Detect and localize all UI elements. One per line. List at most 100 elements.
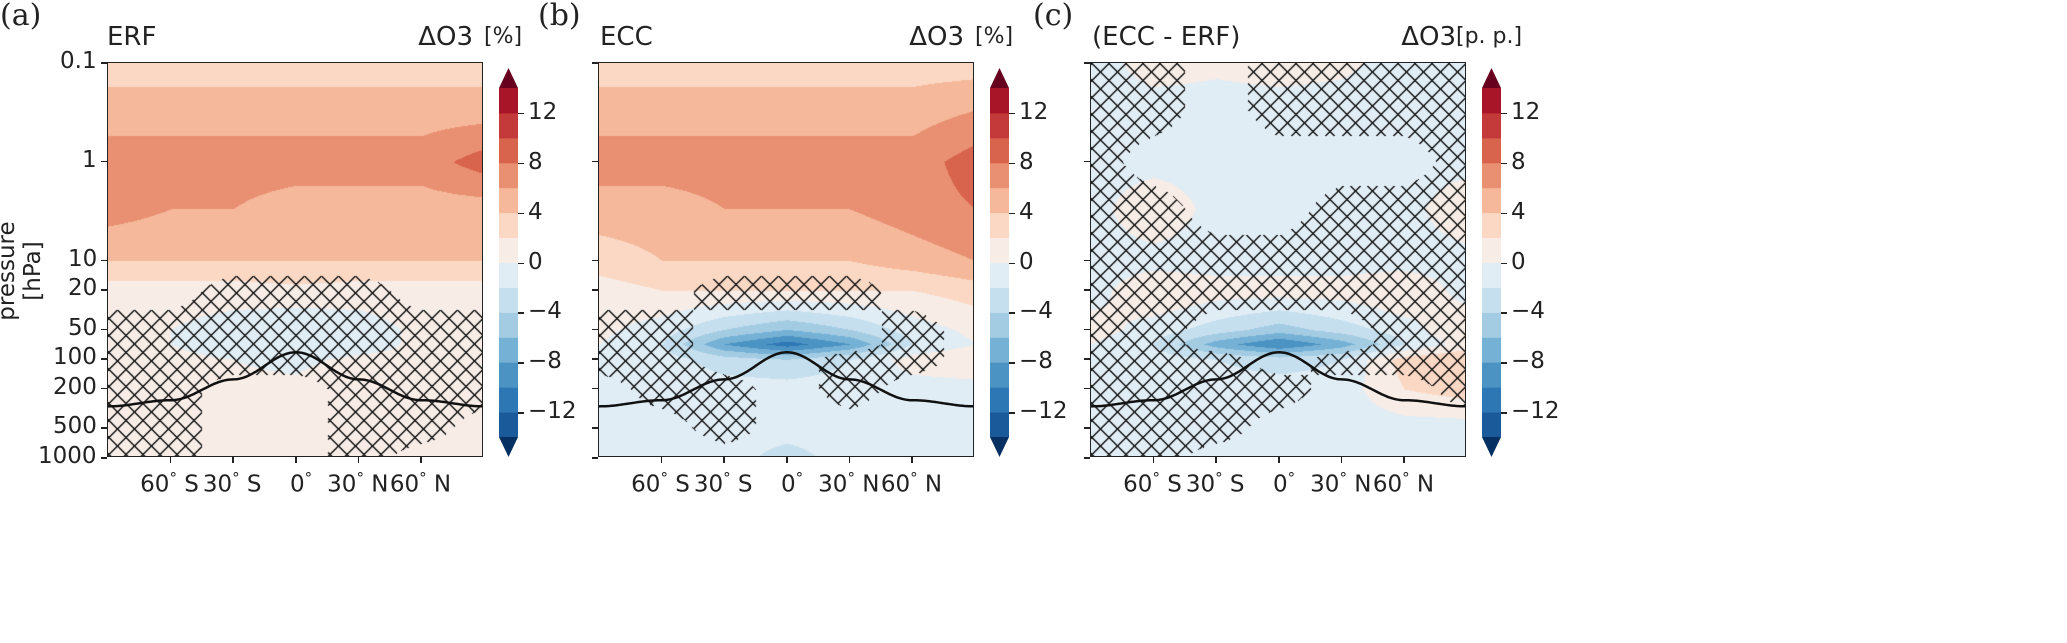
y-tick-mark (101, 457, 107, 459)
y-tick-mark (1084, 160, 1090, 163)
colorbar-tick-label: 12 (528, 98, 558, 125)
colorbar-band (499, 112, 518, 139)
x-tick-label: 30° N (327, 469, 389, 498)
colorbar-band (1482, 362, 1501, 388)
colorbar-tick-mark (518, 362, 524, 364)
x-tick-label: 60° N (389, 469, 452, 498)
y-tick-mark (1084, 387, 1090, 390)
plot-area (598, 62, 974, 457)
colorbar (990, 68, 1009, 457)
colorbar-band (499, 88, 518, 114)
colorbar-tick-label: 0 (1511, 248, 1526, 275)
x-tick-mark (1340, 457, 1343, 463)
colorbar-tick-mark (1501, 112, 1507, 115)
colorbar-unit: [%] (975, 24, 1014, 49)
x-tick-label: 60° N (1372, 469, 1435, 498)
colorbar-tick-label: −4 (1019, 298, 1053, 325)
y-tick-mark (101, 62, 107, 64)
y-tick-mark (1084, 62, 1090, 64)
y-tick-mark (592, 160, 598, 163)
colorbar (1482, 68, 1501, 457)
y-tick-label: 20 (68, 275, 98, 302)
colorbar-band (499, 237, 518, 263)
colorbar-unit: [%] (484, 24, 523, 49)
colorbar-tick-mark (1501, 312, 1507, 314)
colorbar-band (1482, 112, 1501, 139)
y-tick-mark (101, 259, 107, 261)
colorbar-tick-label: 12 (1511, 98, 1541, 125)
panel-label: (c) (1033, 0, 1074, 33)
y-tick-mark (101, 387, 107, 390)
y-tick-mark (101, 427, 107, 429)
colorbar-band (1482, 312, 1501, 338)
colorbar-band (499, 287, 518, 313)
colorbar-tick-label: −4 (528, 298, 562, 325)
colorbar-tick-mark (1501, 412, 1507, 414)
colorbar-tick-label: 8 (1019, 148, 1034, 175)
colorbar-band (990, 287, 1009, 313)
x-tick-mark (1215, 457, 1217, 463)
y-tick-mark (592, 62, 598, 64)
y-tick-label: 0.1 (60, 48, 97, 74)
x-tick-mark (232, 457, 234, 463)
x-tick-mark (169, 457, 172, 463)
y-tick-label: 100 (53, 344, 97, 371)
colorbar-tick-mark (1009, 312, 1015, 314)
tropopause-layer (108, 351, 482, 408)
colorbar-tick-label: −12 (528, 398, 577, 425)
colorbar-under-arrow (1482, 437, 1501, 457)
contour-field (108, 63, 482, 456)
tropopause-line (108, 351, 482, 408)
plot-area (107, 62, 483, 457)
colorbar-tick-mark (1501, 162, 1507, 165)
colorbar-band (1482, 337, 1501, 363)
colorbar-tick-label: 4 (1019, 198, 1034, 225)
colorbar-tick-label: 8 (528, 148, 543, 175)
y-tick-label: 1000 (38, 443, 97, 469)
x-tick-mark (1278, 457, 1280, 463)
colorbar-band (1482, 212, 1501, 239)
x-tick-mark (295, 457, 297, 463)
y-tick-mark (101, 328, 107, 331)
colorbar-band (499, 312, 518, 338)
panel-label: (b) (538, 0, 581, 33)
colorbar-under-arrow (990, 437, 1009, 457)
x-tick-mark (1403, 457, 1405, 463)
panel-label: (a) (0, 0, 42, 33)
colorbar-tick-mark (1501, 212, 1507, 215)
y-tick-mark (592, 289, 598, 291)
colorbar-tick-label: 4 (1511, 198, 1526, 225)
panel-title: ERF (107, 22, 157, 52)
x-tick-label: 60° S (1123, 469, 1182, 498)
colorbar-band (990, 137, 1009, 164)
colorbar-under-arrow (499, 437, 518, 457)
colorbar-band (990, 112, 1009, 139)
colorbar-band (1482, 412, 1501, 438)
y-tick-mark (1084, 427, 1090, 429)
colorbar-band (1482, 287, 1501, 313)
colorbar-tick-label: −8 (1511, 348, 1545, 375)
x-tick-label: 60° S (631, 469, 690, 498)
x-tick-mark (357, 457, 360, 463)
colorbar-band (990, 412, 1009, 438)
colorbar-tick-mark (1501, 262, 1507, 264)
y-tick-label: 10 (68, 245, 98, 272)
colorbar-band (1482, 88, 1501, 114)
colorbar-tick-label: −12 (1511, 398, 1560, 425)
colorbar-tick-label: 0 (528, 248, 543, 275)
colorbar-over-arrow (990, 68, 1009, 88)
colorbar-band (990, 262, 1009, 288)
colorbar-band (499, 412, 518, 438)
colorbar-band (499, 337, 518, 363)
y-tick-mark (592, 259, 598, 261)
colorbar-tick-label: 8 (1511, 148, 1526, 175)
tropopause-layer (1091, 351, 1465, 408)
colorbar-tick-mark (1009, 162, 1015, 165)
y-tick-mark (592, 457, 598, 459)
colorbar-band (1482, 237, 1501, 263)
panel-title: (ECC - ERF) (1092, 22, 1241, 52)
x-tick-label: 30° N (818, 469, 880, 498)
colorbar-band (1482, 187, 1501, 214)
colorbar-tick-mark (1009, 362, 1015, 364)
